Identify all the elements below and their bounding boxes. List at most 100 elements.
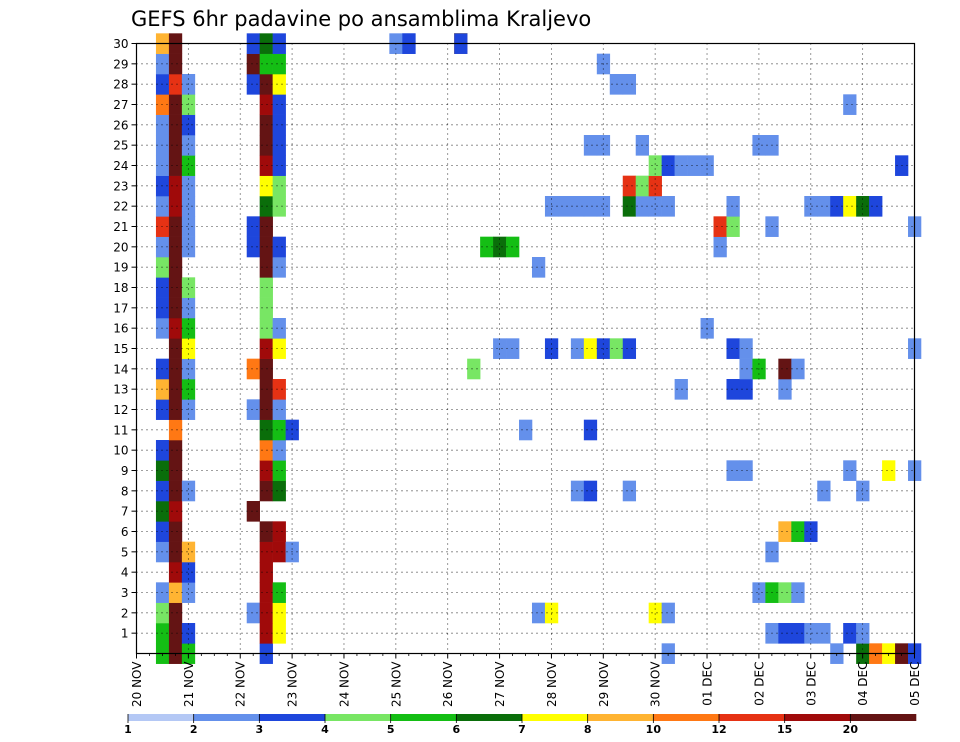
heatmap-cell-m1-s50 (778, 623, 792, 644)
y-tick-label: 25 (113, 139, 128, 153)
heatmap-cell-m19-s31 (531, 257, 546, 278)
heatmap-cell-m8-s2 (155, 480, 170, 502)
heatmap-cell-m24-s2 (155, 155, 170, 176)
heatmap-cell-m29-s11 (272, 53, 286, 75)
colorbar-label: 8 (584, 723, 592, 736)
heatmap-cells (155, 33, 922, 664)
y-tick-label: 19 (113, 261, 128, 275)
heatmap-cell-m4-s10 (259, 562, 273, 583)
x-tick-label: 04 DEC (856, 662, 870, 706)
heatmap-cell-m27-s3 (168, 94, 183, 115)
heatmap-cell-m3-s10 (259, 582, 273, 603)
heatmap-cell-m12-s11 (272, 399, 286, 420)
heatmap-cell-m27-s10 (259, 94, 273, 115)
heatmap-cell-m2-s9 (246, 602, 260, 624)
y-tick-label: 12 (113, 403, 128, 417)
x-tick-label: 23 NOV (286, 661, 300, 707)
heatmap-cell-m3-s48 (752, 582, 766, 603)
heatmap-cell-m5-s3 (168, 541, 183, 563)
y-tick-label: 23 (113, 179, 128, 193)
heatmap-cell-m22-s57 (869, 196, 883, 217)
x-tick-label: 01 DEC (701, 662, 715, 706)
y-tick-label: 6 (121, 525, 129, 539)
heatmap-cell-m22-s38 (622, 196, 637, 217)
heatmap-cell-m7-s2 (155, 501, 170, 522)
heatmap-cell-m9-s3 (168, 460, 183, 481)
heatmap-cell-m22-s46 (726, 196, 740, 217)
heatmap-cell-m22-s53 (817, 196, 831, 217)
heatmap-cell-m23-s38 (622, 175, 637, 197)
heatmap-cell-m29-s2 (155, 53, 170, 75)
heatmap-cell-m22-s11 (272, 196, 286, 217)
heatmap-cell-m24-s41 (661, 155, 675, 176)
heatmap-cell-m16-s10 (259, 318, 273, 339)
x-tick-label: 05 DEC (908, 662, 922, 706)
heatmap-cell-m16-s4 (181, 318, 196, 339)
colorbar-swatch (587, 714, 654, 721)
x-tick-label: 22 NOV (234, 661, 248, 707)
heatmap-cell-m8-s4 (181, 480, 196, 502)
heatmap-cell-m28-s2 (155, 74, 170, 95)
grid-lines (136, 43, 915, 654)
heatmap-cell-m17-s4 (181, 297, 196, 319)
y-tick-label: 9 (121, 464, 129, 478)
heatmap-cell-m17-s2 (155, 297, 170, 319)
heatmap-cell-m9-s47 (739, 460, 753, 481)
heatmap-cell-m16-s11 (272, 318, 286, 339)
heatmap-cell-m4-s4 (181, 562, 196, 583)
heatmap-cell-m22-s55 (843, 196, 857, 217)
heatmap-cell-m25-s48 (752, 135, 766, 156)
heatmap-cell-m12-s9 (246, 399, 260, 420)
heatmap-cell-m6-s51 (791, 521, 805, 542)
heatmap-cell-m27-s4 (181, 94, 196, 115)
heatmap-cell-m21-s46 (726, 216, 740, 237)
heatmap-cell-m21-s3 (168, 216, 183, 237)
heatmap-cell-m3-s4 (181, 582, 196, 603)
heatmap-cell-m12-s2 (155, 399, 170, 420)
heatmap-cell-m11-s3 (168, 419, 183, 441)
heatmap-cell-m28-s38 (622, 74, 637, 95)
heatmap-cell-m22-s10 (259, 196, 273, 217)
heatmap-cell-m29-s9 (246, 53, 260, 75)
heatmap-cell-m9-s58 (882, 460, 896, 481)
heatmap-cell-m20-s2 (155, 236, 170, 258)
heatmap-cell-m2-s10 (259, 602, 273, 624)
heatmap-cell-m25-s3 (168, 135, 183, 156)
heatmap-cell-m27-s11 (272, 94, 286, 115)
heatmap-cell-m26-s10 (259, 114, 273, 136)
heatmap-cell-m16-s3 (168, 318, 183, 339)
y-tick-label: 20 (113, 240, 128, 254)
y-tick-label: 7 (121, 505, 129, 519)
heatmap-cell-m24-s11 (272, 155, 286, 176)
y-tick-label: 30 (113, 37, 128, 51)
heatmap-cell-m11-s30 (519, 419, 533, 441)
heatmap-cell-m1-s53 (817, 623, 831, 644)
heatmap-cell-m27-s55 (843, 94, 857, 115)
heatmap-cell-m15-s10 (259, 338, 273, 359)
colorbar-swatch (390, 714, 457, 721)
heatmap-cell-m12-s4 (181, 399, 196, 420)
x-tick-label: 20 NOV (130, 661, 144, 707)
colorbar-label: 1 (124, 723, 132, 736)
heatmap-cell-m24-s10 (259, 155, 273, 176)
colorbar: 1 2 3 4 5 6 7 8 10 12 15 20 (124, 714, 917, 736)
heatmap-cell-m26-s11 (272, 114, 286, 136)
heatmap-cell-m3-s2 (155, 582, 170, 603)
heatmap-cell-m9-s46 (726, 460, 740, 481)
heatmap-cell-m13-s47 (739, 379, 753, 400)
heatmap-cell-m11-s11 (272, 419, 286, 441)
heatmap-cell-m23-s3 (168, 175, 183, 197)
y-tick-label: 26 (113, 118, 128, 132)
heatmap-cell-m26-s4 (181, 114, 196, 136)
heatmap-cell-m20-s4 (181, 236, 196, 258)
heatmap-cell-m25-s35 (583, 135, 598, 156)
heatmap-cell-m6-s52 (804, 521, 818, 542)
y-tick-label: 2 (121, 606, 129, 620)
heatmap-cell-m15-s34 (570, 338, 585, 359)
heatmap-cell-m6-s50 (778, 521, 792, 542)
colorbar-label: 3 (256, 723, 264, 736)
heatmap-cell-m1-s3 (168, 623, 183, 644)
heatmap-cell-m15-s38 (622, 338, 637, 359)
heatmap-cell-m14-s47 (739, 358, 753, 380)
heatmap-cell-m13-s42 (674, 379, 688, 400)
